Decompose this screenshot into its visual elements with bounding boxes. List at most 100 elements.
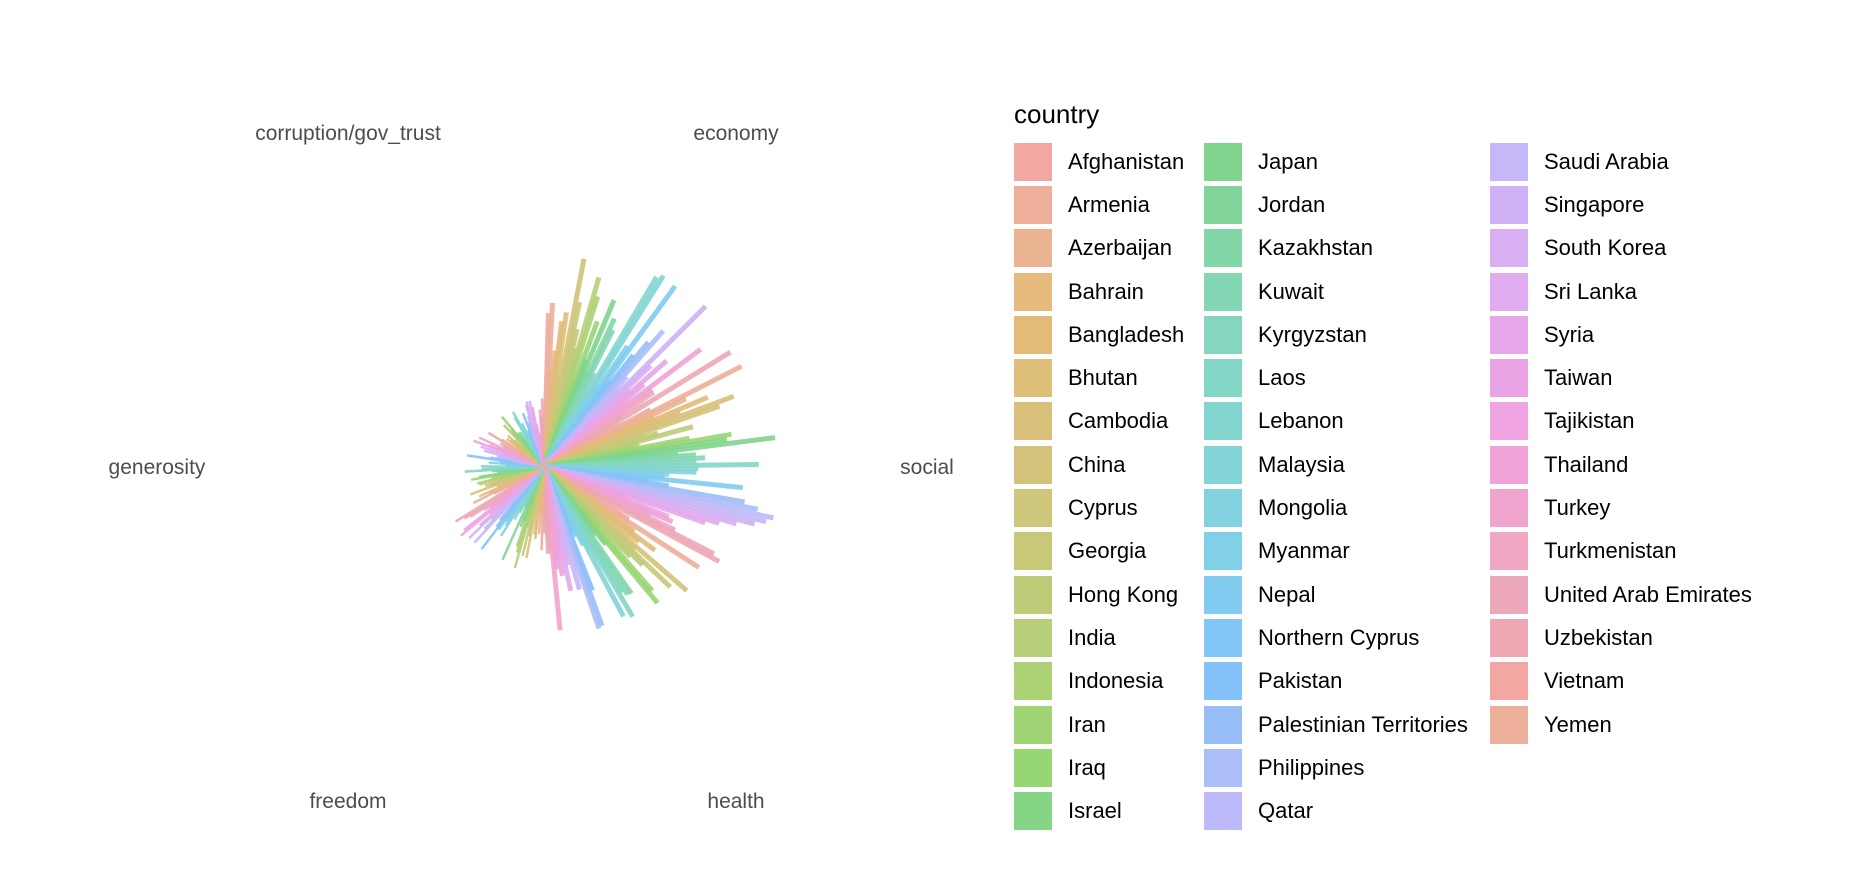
legend-label: Uzbekistan — [1544, 624, 1653, 650]
legend-key — [1490, 445, 1528, 484]
legend-label: Vietnam — [1544, 668, 1625, 694]
legend-key — [1014, 662, 1052, 701]
legend-label: Afghanistan — [1068, 148, 1185, 174]
legend-item: Hong Kong — [1014, 573, 1190, 616]
legend-item: Cyprus — [1014, 486, 1190, 529]
radial-bar — [540, 398, 546, 468]
legend-label: Japan — [1258, 148, 1318, 174]
legend-label: India — [1068, 624, 1116, 650]
legend-column: Afghanistan Armenia Azerbaijan Bahrain Bangl… — [1014, 140, 1190, 833]
legend-key — [1490, 402, 1528, 441]
legend-key — [1204, 229, 1242, 268]
legend-key — [1204, 315, 1242, 354]
legend-label: Kazakhstan — [1258, 235, 1373, 261]
legend-item: Uzbekistan — [1490, 616, 1752, 659]
legend-key — [1490, 315, 1528, 354]
legend-key — [1014, 272, 1052, 311]
legend-item: South Korea — [1490, 227, 1752, 270]
axis-label: freedom — [309, 790, 386, 813]
legend-item: Cambodia — [1014, 400, 1190, 443]
legend-item: Iran — [1014, 703, 1190, 746]
legend-item: Malaysia — [1204, 443, 1476, 486]
legend-label: Azerbaijan — [1068, 235, 1172, 261]
legend-key — [1490, 272, 1528, 311]
legend-key — [1204, 705, 1242, 744]
legend-label: Tajikistan — [1544, 408, 1635, 434]
legend-item: Iraq — [1014, 746, 1190, 789]
legend-key — [1204, 142, 1242, 181]
legend-item: Yemen — [1490, 703, 1752, 746]
legend-item: Myanmar — [1204, 530, 1476, 573]
legend-label: Sri Lanka — [1544, 278, 1637, 304]
legend-label: Turkey — [1544, 495, 1611, 521]
legend-label: Kyrgyzstan — [1258, 321, 1367, 347]
legend-item: Northern Cyprus — [1204, 616, 1476, 659]
legend-key — [1014, 185, 1052, 224]
legend-key — [1014, 705, 1052, 744]
legend-item: Indonesia — [1014, 660, 1190, 703]
legend-label: Singapore — [1544, 191, 1645, 217]
bars-group — [454, 258, 776, 631]
legend-item: Nepal — [1204, 573, 1476, 616]
legend-item: Kyrgyzstan — [1204, 313, 1476, 356]
legend-columns: Afghanistan Armenia Azerbaijan Bahrain Bangl… — [1014, 140, 1766, 833]
legend: country Afghanistan Armenia Azerbaijan Bahr… — [1014, 98, 1766, 833]
legend-key — [1014, 359, 1052, 398]
legend-label: Cyprus — [1068, 495, 1138, 521]
legend-item: Bangladesh — [1014, 313, 1190, 356]
legend-key — [1014, 315, 1052, 354]
legend-key — [1204, 618, 1242, 657]
legend-label: Qatar — [1258, 798, 1314, 824]
legend-key — [1014, 402, 1052, 441]
axis-label: corruption/gov_trust — [255, 122, 441, 145]
legend-label: Thailand — [1544, 451, 1629, 477]
legend-label: Bhutan — [1068, 365, 1138, 391]
legend-key — [1204, 792, 1242, 831]
legend-label: South Korea — [1544, 235, 1667, 261]
legend-label: Saudi Arabia — [1544, 148, 1669, 174]
legend-label: Indonesia — [1068, 668, 1164, 694]
legend-label: Mongolia — [1258, 495, 1348, 521]
legend-item: Thailand — [1490, 443, 1752, 486]
legend-key — [1490, 489, 1528, 528]
legend-label: Yemen — [1544, 711, 1612, 737]
legend-item: Lebanon — [1204, 400, 1476, 443]
legend-key — [1204, 748, 1242, 787]
legend-column: Saudi Arabia Singapore South Korea Sri Lank… — [1490, 140, 1752, 833]
legend-item: United Arab Emirates — [1490, 573, 1752, 616]
legend-key — [1490, 705, 1528, 744]
legend-label: Jordan — [1258, 191, 1326, 217]
legend-item: Bahrain — [1014, 270, 1190, 313]
legend-item: Saudi Arabia — [1490, 140, 1752, 183]
legend-label: Malaysia — [1258, 451, 1345, 477]
legend-key — [1490, 229, 1528, 268]
legend-item: Vietnam — [1490, 660, 1752, 703]
legend-key — [1204, 185, 1242, 224]
legend-item: Armenia — [1014, 183, 1190, 226]
legend-label: Myanmar — [1258, 538, 1350, 564]
axis-label: social — [900, 456, 954, 479]
legend-item: Jordan — [1204, 183, 1476, 226]
legend-label: Turkmenistan — [1544, 538, 1677, 564]
legend-key — [1490, 532, 1528, 571]
legend-label: Philippines — [1258, 754, 1365, 780]
legend-item: Mongolia — [1204, 486, 1476, 529]
legend-label: Bahrain — [1068, 278, 1144, 304]
legend-item: Philippines — [1204, 746, 1476, 789]
legend-key — [1204, 489, 1242, 528]
legend-item: Afghanistan — [1014, 140, 1190, 183]
legend-item: Taiwan — [1490, 356, 1752, 399]
legend-label: Nepal — [1258, 581, 1316, 607]
legend-item: Tajikistan — [1490, 400, 1752, 443]
legend-label: China — [1068, 451, 1126, 477]
legend-item: Sri Lanka — [1490, 270, 1752, 313]
legend-key — [1014, 618, 1052, 657]
axis-label: health — [707, 790, 764, 813]
legend-item: Kuwait — [1204, 270, 1476, 313]
legend-item: Japan — [1204, 140, 1476, 183]
legend-label: Bangladesh — [1068, 321, 1185, 347]
legend-label: Iran — [1068, 711, 1106, 737]
legend-item: Bhutan — [1014, 356, 1190, 399]
legend-item: Palestinian Territories — [1204, 703, 1476, 746]
legend-item: Georgia — [1014, 530, 1190, 573]
